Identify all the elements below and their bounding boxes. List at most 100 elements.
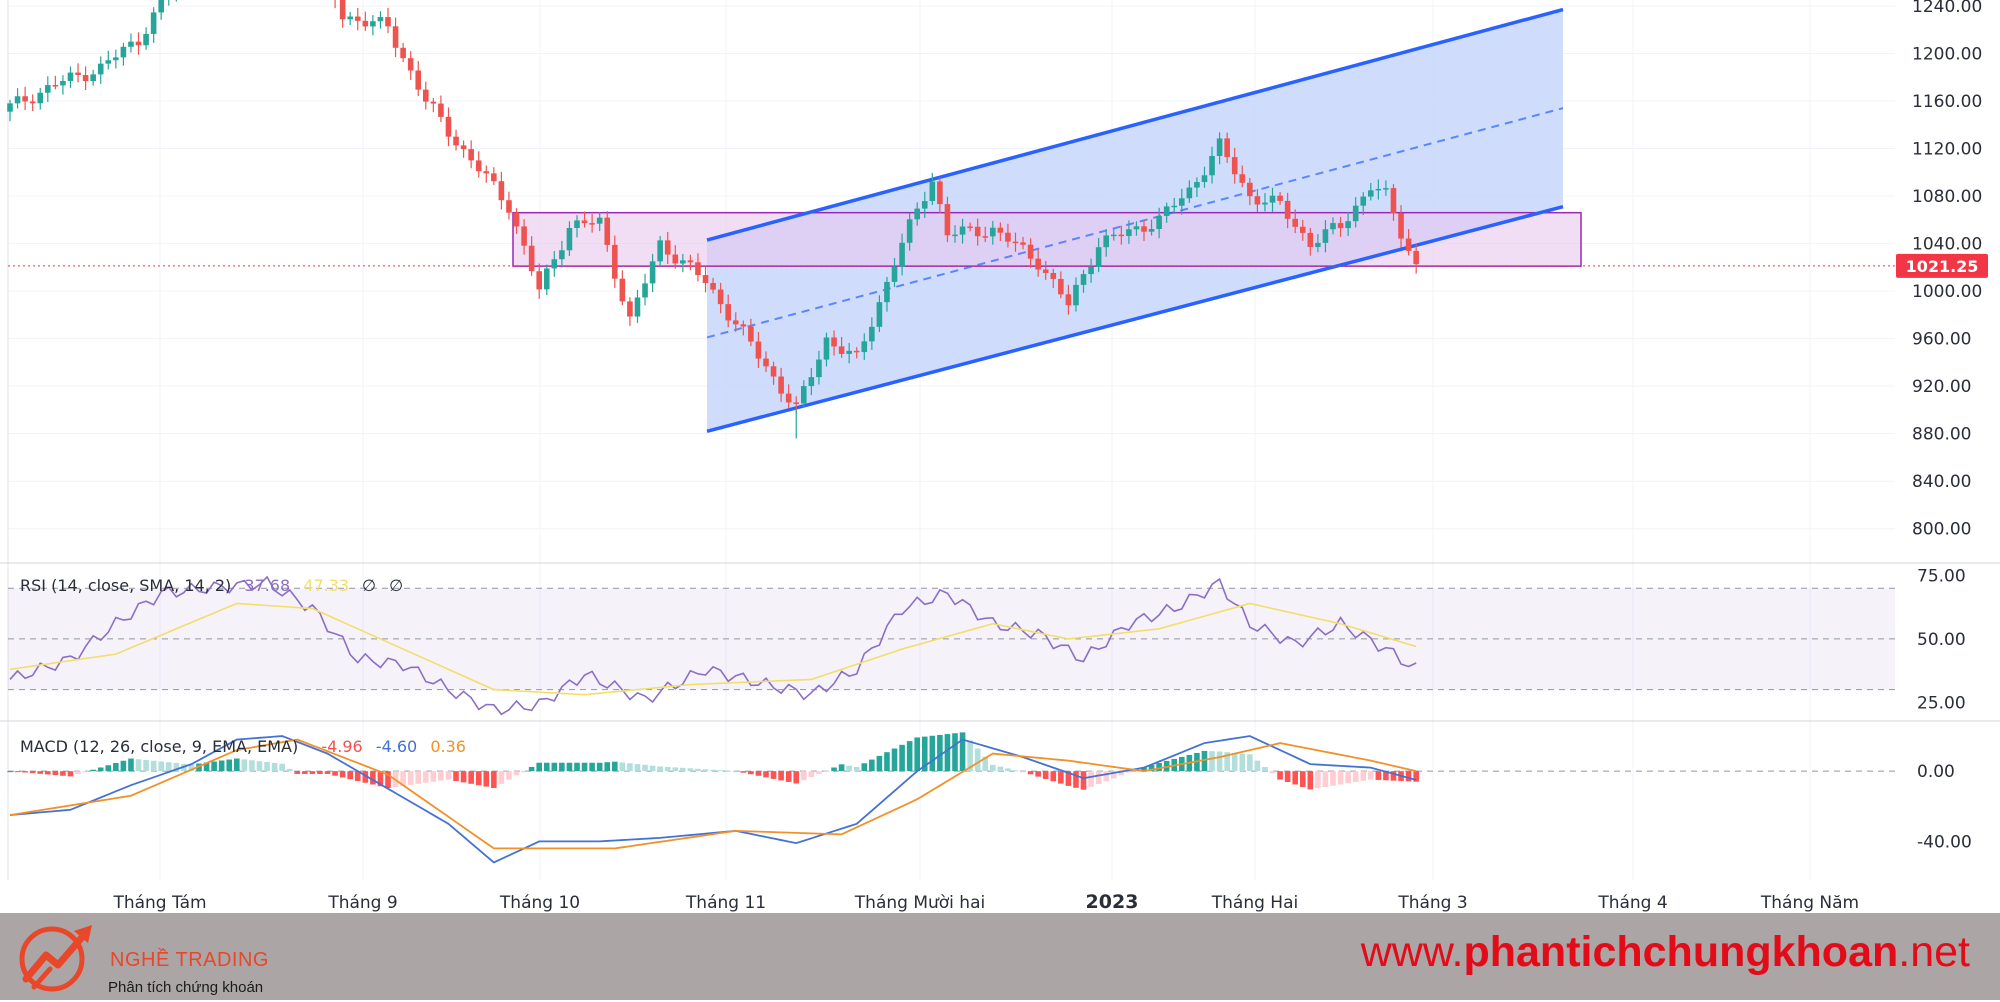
macd-histogram-bar: [211, 761, 217, 772]
channel-upper-line[interactable]: [706, 7, 1564, 242]
candle-down: [982, 236, 989, 238]
website-link[interactable]: www.phantichchungkhoan.net: [1361, 928, 1970, 977]
time-tick-label: Tháng 10: [499, 893, 580, 913]
macd-histogram-bar: [1299, 771, 1306, 787]
macd-histogram-bar: [853, 766, 860, 772]
candle-up: [1330, 223, 1336, 230]
candle-down: [748, 326, 754, 342]
rsi-legend[interactable]: RSI (14, close, SMA, 14, 2) 37.68 47.33 …: [20, 576, 403, 595]
macd-histogram-bar: [234, 758, 240, 772]
macd-histogram-bar: [385, 771, 391, 789]
candle-up: [128, 41, 134, 47]
macd-histogram-bar: [1292, 771, 1298, 785]
candle-down: [528, 245, 535, 272]
macd-histogram-bar: [135, 759, 142, 772]
candle-down: [1405, 238, 1412, 251]
macd-legend[interactable]: MACD (12, 26, close, 9, EMA, EMA) -4.96 …: [20, 737, 466, 756]
time-tick-label: Tháng Năm: [1760, 893, 1859, 913]
macd-histogram-bar: [967, 740, 973, 772]
macd-histogram-bar: [687, 768, 694, 772]
candle-up: [67, 72, 74, 81]
time-tick-label: Tháng 9: [327, 893, 397, 913]
macd-histogram-bar: [158, 761, 164, 772]
macd-histogram-bar: [1413, 771, 1419, 782]
macd-histogram-bar: [869, 759, 875, 772]
candle-up: [1269, 195, 1276, 203]
candle-up: [649, 261, 656, 284]
candle-up: [1186, 187, 1193, 199]
candle-up: [559, 250, 565, 260]
macd-histogram-bar: [120, 760, 127, 772]
candle-down: [581, 220, 588, 224]
candle-up: [347, 16, 353, 20]
price-axis: 800.00 840.00 880.00 920.00 960.00 1000.00 104…: [1912, 0, 1982, 852]
candle-down: [29, 101, 36, 104]
macd-histogram-bar: [218, 760, 225, 772]
candle-up: [929, 181, 936, 202]
stock-chart[interactable]: 800.00 840.00 880.00 920.00 960.00 1000.00 104…: [0, 0, 2000, 913]
macd-histogram-bar: [279, 763, 285, 772]
candle-up: [680, 260, 686, 264]
candle-down: [627, 301, 633, 317]
candle-down: [1299, 226, 1306, 233]
candle-up: [1209, 155, 1215, 176]
macd-histogram-bar: [884, 752, 890, 772]
candle-up: [634, 297, 641, 317]
macd-histogram-bar: [725, 770, 731, 772]
macd-histogram-bar: [906, 741, 913, 772]
macd-histogram-bar: [400, 771, 406, 786]
price-tick-label: 800.00: [1912, 520, 1971, 540]
candle-up: [566, 227, 573, 251]
candle-down: [785, 393, 792, 403]
svg-text:RSI (14, close, SMA, 14, 2): RSI (14, close, SMA, 14, 2) 37.68 47.33 …: [20, 576, 403, 595]
candle-up: [1088, 266, 1094, 275]
macd-histogram-bar: [710, 769, 716, 772]
candle-down: [339, 0, 346, 20]
rsi-title: RSI (14, close, SMA, 14, 2): [20, 576, 231, 595]
macd-histogram-bar: [990, 764, 996, 772]
time-tick-label: Tháng 11: [685, 893, 766, 913]
rsi-value: 37.68: [244, 576, 290, 595]
candle-up: [1133, 226, 1140, 230]
candle-down: [967, 226, 973, 229]
candle-down: [664, 240, 671, 255]
candle-up: [150, 12, 157, 34]
macd-histogram-bar: [612, 761, 618, 772]
candle-up: [37, 92, 44, 104]
macd-histogram-bar: [717, 770, 724, 772]
macd-histogram-bar: [604, 762, 611, 772]
candle-down: [831, 337, 837, 347]
candle-up: [952, 234, 958, 237]
candle-down: [725, 304, 731, 321]
macd-histogram-bar: [90, 769, 96, 772]
macd-histogram-bar: [1035, 771, 1041, 777]
candle-up: [1216, 138, 1223, 156]
candle-up: [876, 302, 883, 327]
macd-histogram-bar: [29, 771, 36, 774]
macd-histogram-bar: [75, 771, 81, 775]
macd-histogram-bar: [1254, 760, 1261, 772]
macd-histogram-bar: [1126, 771, 1132, 773]
macd-histogram-bar: [188, 764, 195, 772]
macd-histogram-bar: [97, 767, 104, 772]
candle-up: [990, 227, 996, 237]
candle-down: [1390, 188, 1397, 214]
candle-down: [1284, 200, 1291, 219]
macd-histogram-bar: [1156, 762, 1162, 772]
candle-down: [392, 26, 399, 48]
macd-histogram-bar: [1330, 771, 1336, 786]
macd-histogram-bar: [491, 771, 497, 789]
candle-up: [97, 63, 104, 75]
macd-histogram-bar: [445, 771, 452, 780]
candle-down: [354, 16, 361, 21]
macd-histogram-bar: [173, 763, 180, 772]
candle-down: [1398, 213, 1404, 239]
candle-up: [596, 217, 603, 224]
candle-up: [143, 33, 149, 46]
macd-histogram-bar: [831, 767, 837, 772]
channel-lower-line[interactable]: [706, 205, 1564, 433]
candle-up: [1179, 198, 1185, 206]
candle-down: [997, 227, 1004, 233]
candle-up: [906, 219, 913, 243]
candle-down: [1292, 218, 1298, 227]
